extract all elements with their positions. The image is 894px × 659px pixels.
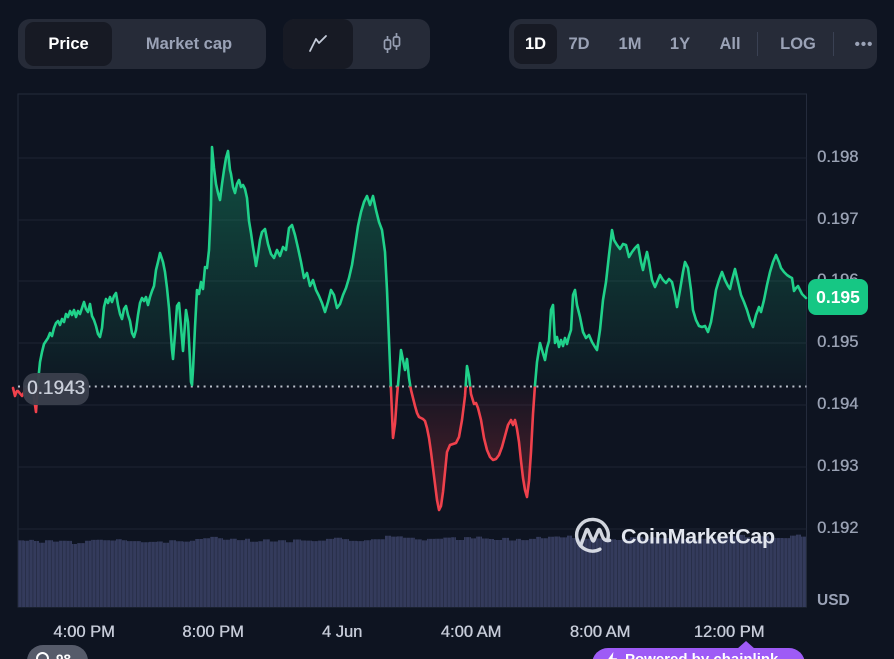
svg-text:CoinMarketCap: CoinMarketCap <box>621 525 775 549</box>
